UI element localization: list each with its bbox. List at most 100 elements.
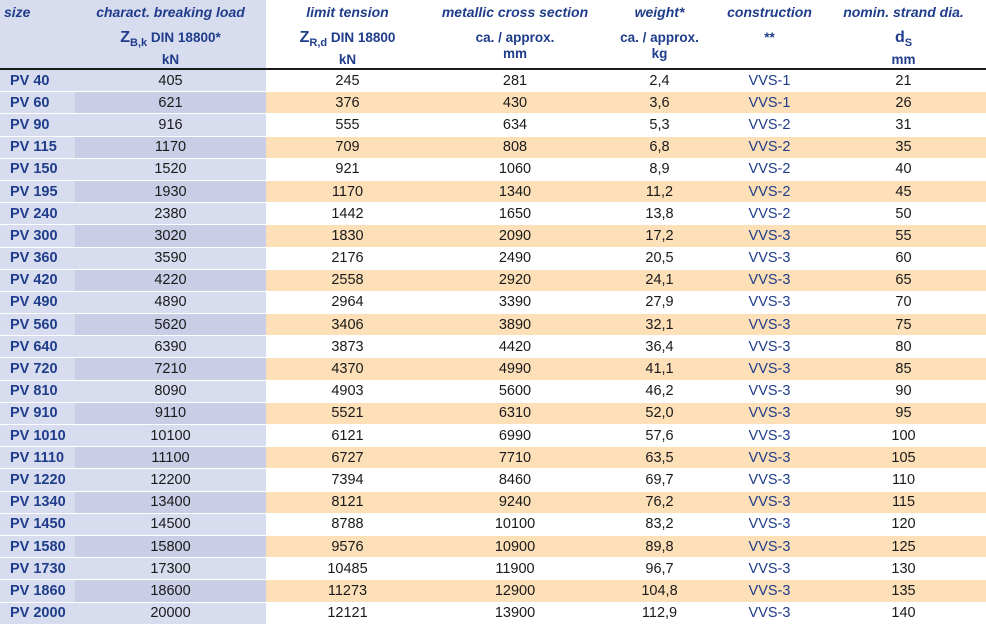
header-cross-section: metallic cross section ca. / approx. mm [429,0,601,70]
header-cross-section-sub: ca. / approx. [475,30,555,45]
cell-size: PV 240 [0,202,75,225]
cell-breaking-load: 10100 [75,423,266,447]
cell-size: PV 90 [0,113,75,137]
cell-construction: VVS-2 [718,157,821,181]
cell-weight: 11,2 [601,179,718,203]
cell-limit-tension: 11273 [266,579,429,602]
cell-cross-section: 5600 [429,379,601,403]
cell-strand-dia: 100 [821,423,986,447]
cell-size: PV 560 [0,313,75,336]
cell-limit-tension: 3406 [266,313,429,336]
cell-construction: VVS-1 [718,91,821,114]
cell-size: PV 720 [0,357,75,381]
header-construction-sub: ** [764,30,775,45]
header-strand-dia-title: nomin. strand dia. [843,4,964,20]
cell-size: PV 1010 [0,423,75,447]
cell-cross-section: 6310 [429,401,601,425]
cell-breaking-load: 1170 [75,135,266,159]
cell-breaking-load: 916 [75,113,266,137]
cell-breaking-load: 5620 [75,313,266,336]
cell-weight: 24,1 [601,268,718,292]
cell-strand-dia: 75 [821,313,986,336]
cell-limit-tension: 12121 [266,601,429,624]
cell-size: PV 1340 [0,490,75,514]
cell-strand-dia: 65 [821,268,986,292]
cell-strand-dia: 70 [821,290,986,314]
cell-limit-tension: 2558 [266,268,429,292]
cell-size: PV 1730 [0,557,75,580]
table-row: PV 1220 12200 7394 8460 69,7 VVS-3 110 [0,468,986,492]
cell-breaking-load: 7210 [75,357,266,381]
cell-cross-section: 7710 [429,446,601,469]
cell-limit-tension: 921 [266,157,429,181]
cell-size: PV 1110 [0,446,75,469]
cell-cross-section: 2920 [429,268,601,292]
cell-limit-tension: 376 [266,91,429,114]
cell-cross-section: 3890 [429,313,601,336]
cell-breaking-load: 1930 [75,179,266,203]
table-row: PV 2000 20000 12121 13900 112,9 VVS-3 140 [0,601,986,624]
cell-construction: VVS-3 [718,268,821,292]
cell-cross-section: 1060 [429,157,601,181]
cell-breaking-load: 3020 [75,224,266,247]
cell-limit-tension: 1830 [266,224,429,247]
header-size: size [0,0,75,70]
cell-strand-dia: 130 [821,557,986,580]
cell-size: PV 1860 [0,579,75,602]
cell-size: PV 150 [0,157,75,181]
cell-strand-dia: 105 [821,446,986,469]
cell-strand-dia: 90 [821,379,986,403]
header-breaking-load: charact. breaking load ZB,k DIN 18800* k… [75,0,266,70]
cell-cross-section: 3390 [429,290,601,314]
cell-construction: VVS-3 [718,468,821,492]
cell-strand-dia: 35 [821,135,986,159]
cell-size: PV 490 [0,290,75,314]
cell-limit-tension: 709 [266,135,429,159]
cell-breaking-load: 13400 [75,490,266,514]
table-row: PV 720 7210 4370 4990 41,1 VVS-3 85 [0,357,986,381]
cell-limit-tension: 1170 [266,179,429,203]
cell-construction: VVS-3 [718,335,821,358]
table-row: PV 195 1930 1170 1340 11,2 VVS-2 45 [0,179,986,203]
cell-cross-section: 13900 [429,601,601,624]
cell-weight: 41,1 [601,357,718,381]
header-breaking-load-unit: kN [161,52,180,67]
cell-construction: VVS-3 [718,512,821,536]
cell-size: PV 910 [0,401,75,425]
cell-size: PV 2000 [0,601,75,624]
cell-construction: VVS-1 [718,68,821,92]
cell-breaking-load: 12200 [75,468,266,492]
cell-strand-dia: 95 [821,401,986,425]
table-row: PV 810 8090 4903 5600 46,2 VVS-3 90 [0,379,986,403]
cell-construction: VVS-3 [718,601,821,624]
cell-size: PV 195 [0,179,75,203]
cell-strand-dia: 115 [821,490,986,514]
header-limit-tension-unit: kN [338,52,357,67]
cell-weight: 112,9 [601,601,718,624]
cell-size: PV 810 [0,379,75,403]
cell-strand-dia: 60 [821,246,986,270]
table-row: PV 910 9110 5521 6310 52,0 VVS-3 95 [0,401,986,425]
cell-construction: VVS-3 [718,313,821,336]
cell-strand-dia: 135 [821,579,986,602]
cell-size: PV 115 [0,135,75,159]
cell-strand-dia: 110 [821,468,986,492]
cell-limit-tension: 4370 [266,357,429,381]
cell-cross-section: 634 [429,113,601,137]
cell-construction: VVS-3 [718,579,821,602]
header-cross-section-unit: mm [502,46,527,61]
table-row: PV 240 2380 1442 1650 13,8 VVS-2 50 [0,202,986,225]
cell-cross-section: 430 [429,91,601,114]
cell-weight: 52,0 [601,401,718,425]
cell-limit-tension: 1442 [266,202,429,225]
cell-breaking-load: 8090 [75,379,266,403]
cell-size: PV 300 [0,224,75,247]
cell-strand-dia: 80 [821,335,986,358]
cell-construction: VVS-2 [718,202,821,225]
cell-cross-section: 10100 [429,512,601,536]
cell-breaking-load: 405 [75,68,266,92]
cell-weight: 104,8 [601,579,718,602]
cell-strand-dia: 120 [821,512,986,536]
cell-cross-section: 6990 [429,423,601,447]
